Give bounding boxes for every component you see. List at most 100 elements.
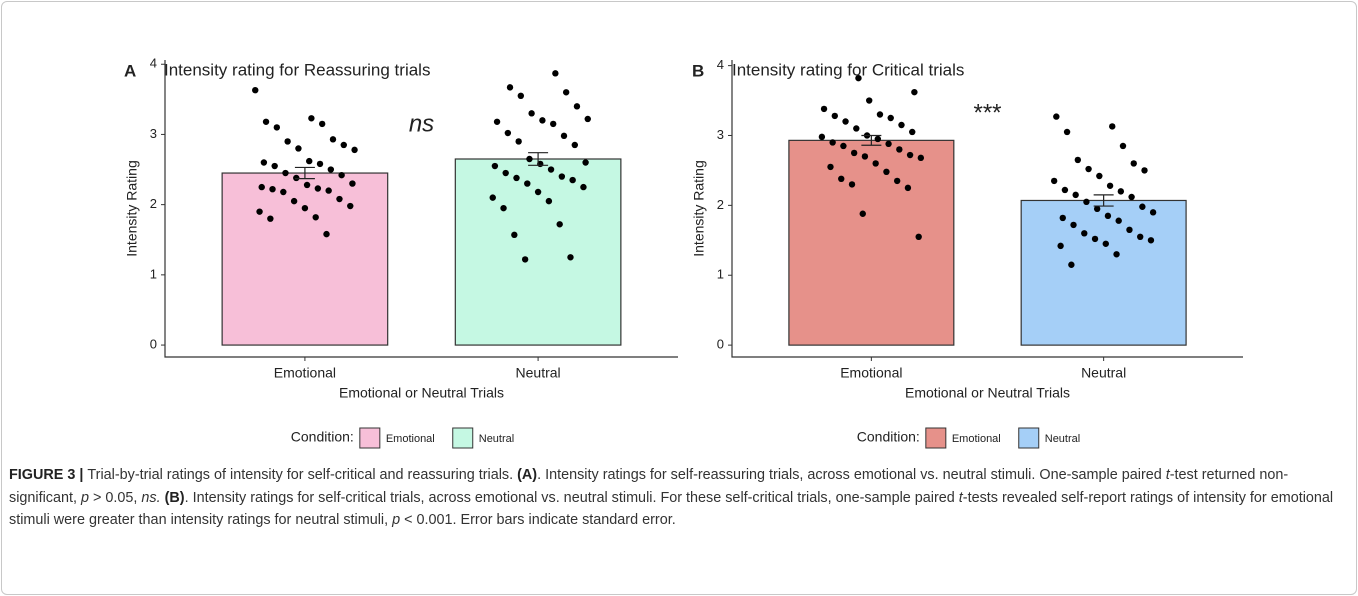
data-point xyxy=(1102,240,1109,247)
data-point xyxy=(517,92,525,100)
panel-label: B xyxy=(692,61,704,80)
data-point xyxy=(338,171,345,179)
legend-title: Condition: xyxy=(291,429,354,445)
data-point xyxy=(915,233,922,241)
data-point xyxy=(1113,251,1120,258)
data-point xyxy=(1139,203,1146,210)
y-axis-label: Intensity Rating xyxy=(124,160,140,257)
annotation: *** xyxy=(973,99,1001,126)
legend-swatch xyxy=(925,427,947,449)
legend-title: Condition: xyxy=(857,429,920,445)
data-point xyxy=(1050,177,1058,185)
panel-label: A xyxy=(124,61,136,80)
y-axis-label: Intensity Rating xyxy=(691,160,707,257)
data-point xyxy=(489,194,496,201)
data-point xyxy=(562,89,570,96)
error-bar xyxy=(294,166,315,180)
x-axis-label: Emotional or Neutral Trials xyxy=(905,385,1070,401)
data-point xyxy=(271,162,278,170)
caption-part: FIGURE 3 | xyxy=(9,467,88,483)
legend: Condition: Emotional Neutral xyxy=(291,427,514,449)
data-point xyxy=(1057,242,1064,250)
data-point xyxy=(260,159,268,166)
data-point xyxy=(1109,123,1116,130)
axes xyxy=(731,60,1243,358)
data-point xyxy=(859,210,866,217)
data-point xyxy=(848,181,856,188)
caption-part: t xyxy=(1165,467,1170,483)
caption-part: . Intensity ratings for self-reassuring … xyxy=(537,467,1166,483)
data-point xyxy=(1053,113,1060,120)
data-point xyxy=(308,115,315,122)
data-point xyxy=(301,204,309,212)
data-point xyxy=(883,168,890,176)
data-point xyxy=(1117,188,1125,195)
bar xyxy=(788,139,955,346)
data-point xyxy=(290,197,298,205)
error-bar xyxy=(1093,194,1114,207)
data-point xyxy=(872,160,879,167)
data-point xyxy=(1137,233,1144,241)
data-point xyxy=(347,202,354,210)
caption-part: ns. xyxy=(141,489,161,506)
data-point xyxy=(267,215,274,222)
caption-part: (A) xyxy=(517,467,538,483)
data-point xyxy=(262,118,270,125)
data-point xyxy=(904,184,912,192)
data-point xyxy=(316,160,324,168)
data-point xyxy=(896,146,903,153)
data-point xyxy=(1128,193,1135,201)
data-point xyxy=(818,133,826,141)
data-point xyxy=(491,162,499,170)
data-point xyxy=(306,157,313,165)
data-point xyxy=(1081,230,1088,237)
x-tick-label: Neutral xyxy=(516,365,561,381)
data-point xyxy=(898,121,905,129)
data-point xyxy=(539,117,546,124)
data-point xyxy=(282,169,289,177)
x-tick-label: Emotional xyxy=(840,365,902,381)
data-point xyxy=(842,118,849,125)
data-point xyxy=(893,177,901,185)
data-point xyxy=(887,114,894,122)
legend-label: Neutral xyxy=(479,433,514,445)
caption-part: -tests revealed self-report ratings of i… xyxy=(9,489,1334,529)
caption-part: p xyxy=(392,512,401,529)
data-point xyxy=(521,256,529,263)
caption-part: p xyxy=(81,489,90,506)
chart-title: Intensity rating for Critical trials xyxy=(732,60,964,79)
legend-label: Neutral xyxy=(1045,433,1080,445)
legend-swatch xyxy=(1018,427,1040,449)
y-tick-label: 1 xyxy=(717,267,724,282)
y-tick-label: 0 xyxy=(717,337,724,352)
data-point xyxy=(528,110,535,117)
axes xyxy=(164,60,678,358)
caption-part: -test returned non-significant, xyxy=(9,467,1289,506)
data-point xyxy=(1126,226,1133,234)
data-point xyxy=(314,185,322,192)
data-point xyxy=(506,84,514,91)
data-point xyxy=(582,159,589,166)
legend-swatch xyxy=(359,427,381,449)
data-point xyxy=(1074,156,1082,164)
data-point xyxy=(1083,198,1090,206)
data-point xyxy=(515,138,522,145)
data-point xyxy=(569,176,576,184)
error-bar xyxy=(528,152,549,166)
data-point xyxy=(269,185,276,193)
data-point xyxy=(885,140,892,148)
data-point xyxy=(284,138,291,145)
data-point xyxy=(252,86,259,94)
data-point xyxy=(571,141,579,149)
data-point xyxy=(500,204,507,212)
data-point xyxy=(547,166,555,173)
data-point xyxy=(1106,182,1114,189)
data-point xyxy=(1059,214,1066,222)
data-point xyxy=(909,128,916,136)
data-point xyxy=(1091,235,1099,243)
data-point xyxy=(511,231,518,239)
data-point xyxy=(327,166,335,173)
data-point xyxy=(820,105,828,113)
caption-part: Trial-by-trial ratings of intensity for … xyxy=(87,467,518,483)
y-tick-label: 1 xyxy=(150,266,157,281)
